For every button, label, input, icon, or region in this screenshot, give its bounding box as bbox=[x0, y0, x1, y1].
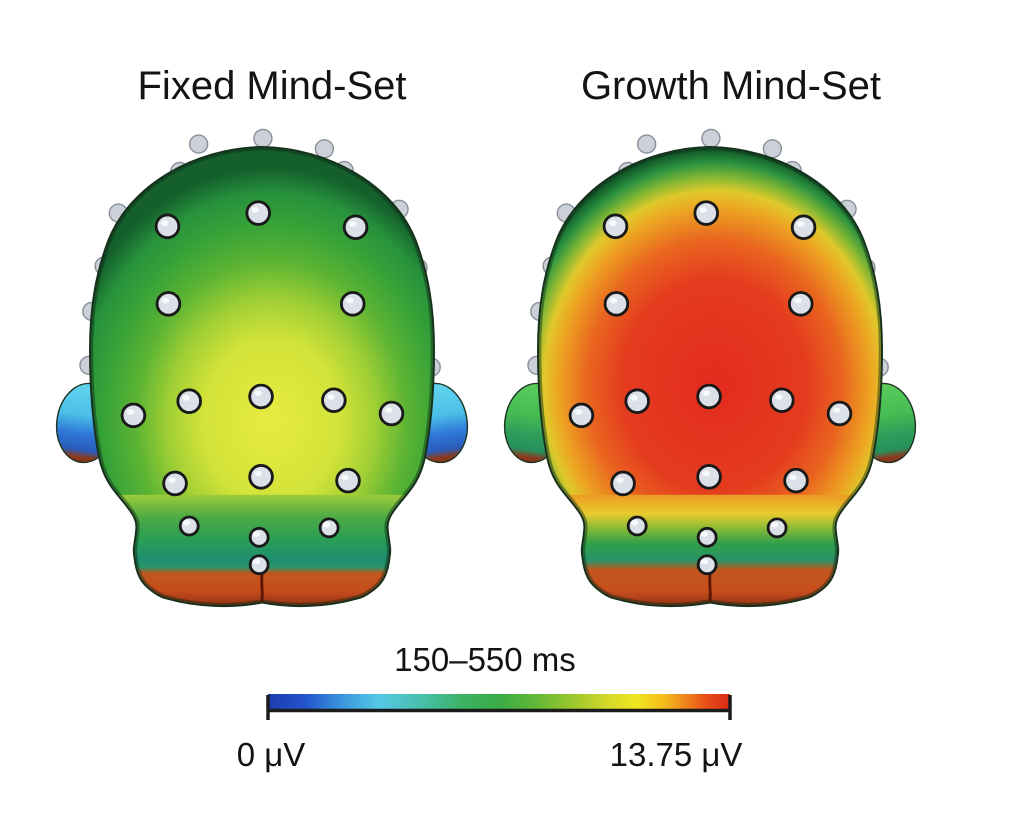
electrode bbox=[769, 387, 795, 414]
electrode bbox=[248, 554, 270, 576]
electrode bbox=[568, 402, 595, 429]
colorbar-max-label: 13.75 μV bbox=[609, 736, 743, 773]
scalp-map-svg bbox=[55, 128, 469, 608]
electrode-highlight bbox=[254, 390, 262, 396]
electrode-highlight bbox=[702, 470, 710, 477]
electrode-highlight bbox=[161, 297, 170, 304]
electrode-highlight bbox=[251, 206, 260, 213]
electrode-highlight bbox=[322, 521, 331, 528]
colorbar-gradient bbox=[268, 694, 730, 711]
electrode-highlight bbox=[327, 394, 335, 400]
electrode bbox=[378, 400, 405, 427]
rim-electrode-bump bbox=[188, 134, 209, 154]
time-window-label: 150–550 ms bbox=[394, 641, 576, 678]
electrode-highlight bbox=[609, 297, 618, 304]
electrode bbox=[790, 214, 817, 241]
neck-crease bbox=[260, 570, 264, 603]
scalp-map-fixed bbox=[52, 128, 472, 612]
electrode-highlight bbox=[775, 394, 783, 400]
colorbar-bracket bbox=[266, 695, 732, 720]
electrode-highlight bbox=[832, 407, 841, 414]
electrode bbox=[826, 400, 853, 427]
electrode-highlight bbox=[252, 531, 261, 537]
electrode bbox=[318, 517, 340, 539]
electrode-highlight bbox=[182, 395, 191, 401]
electrode bbox=[696, 554, 718, 576]
electrode bbox=[155, 291, 182, 317]
electrode bbox=[766, 517, 788, 539]
rim-electrode-bump bbox=[636, 134, 657, 154]
electrode-highlight bbox=[789, 474, 797, 481]
electrode bbox=[696, 464, 722, 490]
electrode-highlight bbox=[346, 297, 354, 304]
rim-electrode-bump bbox=[253, 128, 273, 149]
electrode bbox=[693, 200, 719, 226]
panel-title-growth: Growth Mind-Set bbox=[580, 64, 882, 108]
electrode-highlight bbox=[252, 558, 261, 565]
head-outline bbox=[537, 145, 883, 608]
electrode bbox=[696, 383, 722, 410]
electrode-highlight bbox=[794, 297, 802, 304]
electrode-highlight bbox=[699, 206, 708, 213]
electrode bbox=[178, 515, 200, 537]
electrode-highlight bbox=[796, 221, 805, 227]
electrode bbox=[787, 291, 814, 317]
electrode bbox=[783, 467, 809, 494]
electrode bbox=[602, 213, 629, 240]
electrode-highlight bbox=[616, 477, 624, 483]
electrode-highlight bbox=[700, 531, 709, 537]
electrode bbox=[245, 200, 271, 226]
electrode-highlight bbox=[254, 470, 262, 477]
electrode bbox=[248, 464, 274, 490]
electrode-highlight bbox=[160, 220, 169, 226]
electrode-highlight bbox=[168, 477, 176, 483]
electrode-highlight bbox=[630, 395, 639, 401]
electrode-highlight bbox=[770, 521, 779, 528]
electrode-highlight bbox=[348, 221, 357, 227]
panel-title-fixed: Fixed Mind-Set bbox=[137, 64, 407, 108]
electrode-highlight bbox=[700, 558, 709, 565]
electrode-highlight bbox=[182, 519, 191, 526]
scalp-map-growth bbox=[500, 128, 920, 612]
electrode bbox=[248, 526, 270, 548]
electrode-highlight bbox=[341, 474, 349, 481]
electrode bbox=[120, 402, 147, 429]
colorbar-min-label: 0 μV bbox=[236, 736, 306, 773]
head-outline bbox=[89, 145, 435, 608]
electrode bbox=[248, 383, 274, 410]
electrode bbox=[176, 388, 202, 414]
electrode bbox=[339, 291, 366, 317]
electrode-highlight bbox=[608, 220, 617, 226]
rim-electrode-bump bbox=[701, 128, 721, 149]
electrode-highlight bbox=[126, 409, 135, 415]
electrode-highlight bbox=[574, 409, 583, 415]
electrode bbox=[335, 467, 361, 494]
electrode-highlight bbox=[702, 390, 710, 396]
electrode bbox=[154, 213, 181, 240]
electrode bbox=[626, 515, 648, 537]
electrode bbox=[321, 387, 347, 414]
electrode-highlight bbox=[630, 519, 639, 526]
electrode bbox=[342, 214, 369, 241]
neck-crease bbox=[708, 570, 712, 603]
electrode bbox=[603, 291, 630, 317]
colorbar bbox=[266, 694, 732, 720]
electrode bbox=[696, 526, 718, 548]
electrode bbox=[624, 388, 650, 414]
electrode bbox=[162, 470, 188, 497]
electrode-highlight bbox=[384, 407, 393, 414]
scalp-map-svg bbox=[503, 128, 917, 608]
electrode bbox=[610, 470, 636, 497]
